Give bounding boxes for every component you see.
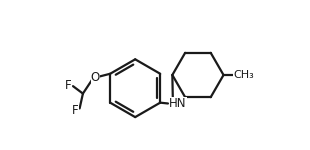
Text: CH₃: CH₃: [233, 70, 254, 80]
Text: F: F: [65, 79, 71, 92]
Text: F: F: [72, 104, 79, 117]
Text: O: O: [91, 70, 100, 84]
Text: HN: HN: [169, 97, 187, 110]
